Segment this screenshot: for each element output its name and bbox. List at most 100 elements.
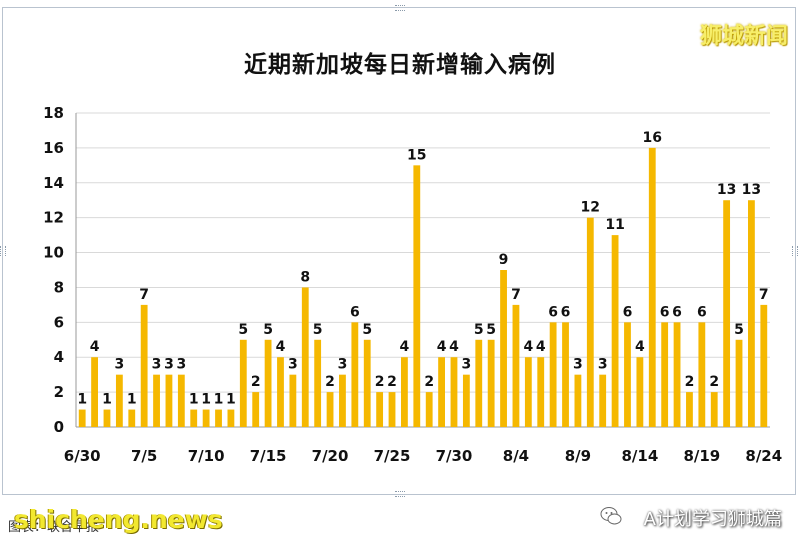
bar-7-9 [190, 409, 198, 427]
watermark-logo-text: 狮城新闻 [699, 24, 788, 49]
x-tick-label: 7/25 [374, 447, 411, 465]
data-label: 5 [238, 322, 248, 338]
bar-8-21 [723, 200, 731, 427]
data-label: 4 [523, 339, 533, 355]
bar-7-6 [153, 374, 160, 427]
bar-8-20 [710, 392, 718, 427]
data-label: 2 [685, 374, 695, 390]
bar-7-20 [326, 392, 334, 427]
bar-6-30 [78, 409, 86, 427]
data-label: 3 [462, 357, 472, 373]
bar-7-15 [264, 339, 272, 427]
resize-handle-bottom[interactable] [395, 491, 405, 497]
data-label: 6 [350, 304, 360, 320]
data-label: 3 [598, 357, 608, 373]
resize-handle-left[interactable] [0, 246, 6, 256]
data-label: 6 [697, 304, 707, 320]
data-label: 6 [561, 304, 571, 320]
data-label: 13 [742, 182, 761, 198]
x-tick-label: 6/30 [64, 447, 101, 465]
data-label: 1 [127, 392, 137, 408]
data-label: 4 [449, 339, 459, 355]
x-tick-label: 8/24 [745, 447, 782, 465]
bar-7-29 [438, 357, 445, 427]
data-label: 2 [709, 374, 719, 390]
bar-7-24 [376, 392, 384, 427]
brand-watermark: shicheng.news [14, 505, 223, 534]
bar-8-24 [760, 304, 768, 427]
data-label: 3 [338, 357, 348, 373]
data-label: 7 [759, 287, 769, 303]
bar-8-23 [748, 200, 755, 427]
bar-7-16 [277, 357, 284, 427]
data-label: 8 [300, 269, 310, 285]
y-tick-label: 12 [43, 209, 64, 227]
y-tick-label: 16 [43, 139, 64, 157]
resize-handle-right[interactable] [792, 246, 798, 256]
x-tick-label: 8/14 [621, 447, 658, 465]
bar-7-7 [165, 374, 173, 427]
bar-7-10 [202, 409, 210, 427]
bar-7-13 [239, 339, 247, 427]
data-label: 3 [152, 357, 162, 373]
data-label: 4 [90, 339, 100, 355]
bar-7-8 [177, 374, 185, 427]
bar-8-9 [574, 374, 582, 427]
data-label: 2 [251, 374, 261, 390]
bar-7-4 [128, 409, 136, 427]
bar-7-11 [215, 409, 222, 427]
bar-8-3 [500, 270, 507, 427]
data-label: 1 [77, 392, 87, 408]
x-tick-label: 7/5 [131, 447, 157, 465]
x-tick-label: 8/9 [565, 447, 591, 465]
data-label: 5 [362, 322, 372, 338]
x-tick-label: 8/4 [503, 447, 529, 465]
data-label: 2 [424, 374, 434, 390]
bar-8-4 [512, 304, 520, 427]
bar-7-19 [314, 339, 322, 427]
data-label: 16 [643, 130, 662, 146]
y-tick-label: 14 [43, 174, 64, 192]
data-label: 6 [623, 304, 633, 320]
x-tick-label: 7/30 [436, 447, 473, 465]
data-label: 9 [499, 252, 509, 268]
bar-8-15 [648, 147, 656, 427]
y-tick-label: 18 [43, 104, 64, 122]
data-label: 5 [734, 322, 744, 338]
bar-8-5 [524, 357, 532, 427]
data-label: 2 [375, 374, 385, 390]
bar-8-19 [698, 322, 706, 427]
bar-7-27 [413, 165, 421, 428]
bar-7-22 [351, 322, 359, 427]
bar-7-14 [252, 392, 260, 427]
bar-8-14 [636, 357, 644, 427]
bar-8-13 [624, 322, 631, 427]
bar-7-25 [388, 392, 396, 427]
data-label: 13 [717, 182, 736, 198]
data-label: 5 [313, 322, 323, 338]
bar-7-28 [425, 392, 433, 427]
bar-8-18 [686, 392, 693, 427]
bar-7-2 [103, 409, 111, 427]
bar-7-1 [91, 357, 98, 427]
bar-8-22 [735, 339, 743, 427]
bar-8-7 [549, 322, 557, 427]
bar-8-6 [537, 357, 545, 427]
x-tick-label: 8/19 [683, 447, 720, 465]
data-label: 3 [573, 357, 583, 373]
resize-handle-top[interactable] [395, 5, 405, 11]
data-label: 4 [536, 339, 546, 355]
data-label: 1 [226, 392, 236, 408]
data-label: 4 [276, 339, 286, 355]
data-label: 4 [437, 339, 447, 355]
data-label: 3 [164, 357, 174, 373]
data-label: 3 [176, 357, 186, 373]
x-tick-label: 7/15 [250, 447, 287, 465]
bar-8-17 [673, 322, 681, 427]
bar-7-23 [363, 339, 371, 427]
data-label: 2 [325, 374, 335, 390]
data-label: 15 [407, 147, 426, 163]
